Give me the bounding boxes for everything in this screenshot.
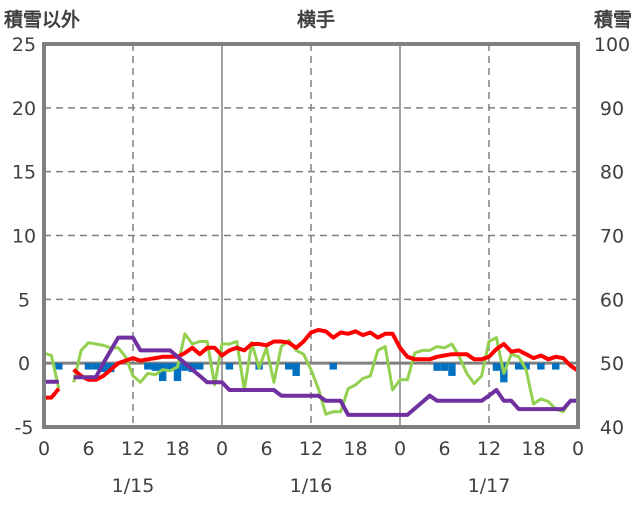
precip-bar: [448, 363, 456, 376]
precip-bar: [492, 363, 501, 371]
y-tick-right: 50: [600, 353, 624, 375]
precip-bar: [514, 363, 523, 370]
precip-bar: [522, 363, 530, 370]
plot-frame: [42, 42, 580, 429]
right-axis-title: 積雪: [594, 8, 632, 31]
y-tick-right: 60: [600, 289, 624, 311]
y-tick-left: 0: [18, 353, 30, 375]
precip-bar: [92, 363, 100, 370]
x-tick: 6: [260, 438, 272, 460]
green-series-line: [43, 332, 578, 416]
date-label: 1/17: [468, 475, 511, 497]
precip-bar: [173, 363, 182, 382]
x-tick: 0: [38, 438, 50, 460]
precip-bar: [196, 363, 204, 370]
precip-bar: [55, 363, 63, 370]
precip-bar: [433, 363, 441, 371]
precip-bar: [285, 363, 293, 370]
x-tick: 12: [299, 438, 323, 460]
x-tick: 18: [165, 438, 189, 460]
precip-bar: [552, 363, 560, 370]
y-tick-left: 20: [12, 98, 36, 120]
x-tick: 18: [521, 438, 545, 460]
y-tick-left: 5: [18, 289, 30, 311]
precip-bar: [440, 363, 449, 371]
y-tick-left: -5: [15, 417, 34, 439]
x-tick: 6: [82, 438, 94, 460]
y-tick-right: 80: [600, 162, 624, 184]
x-tick: 0: [572, 438, 584, 460]
y-tick-right: 100: [594, 34, 630, 56]
x-tick: 0: [394, 438, 406, 460]
precip-bar: [144, 363, 152, 370]
y-tick-right: 40: [600, 417, 624, 439]
snow-series-line: [44, 335, 578, 417]
x-tick: 0: [216, 438, 228, 460]
precip-bar: [181, 363, 189, 371]
x-tick: 12: [121, 438, 145, 460]
precip-bar: [158, 363, 167, 382]
chart-title: 横手: [297, 8, 335, 31]
x-tick: 6: [438, 438, 450, 460]
date-label: 1/15: [112, 475, 155, 497]
y-tick-left: 25: [12, 34, 36, 56]
precip-bar: [292, 363, 300, 376]
y-tick-right: 90: [600, 98, 624, 120]
precip-bar: [537, 363, 545, 370]
left-axis-title: 積雪以外: [4, 8, 80, 31]
y-tick-right: 70: [600, 226, 624, 248]
precip-bar: [99, 363, 108, 373]
precip-bar: [84, 363, 93, 370]
precip-bar: [329, 363, 337, 370]
y-tick-left: 10: [12, 226, 36, 248]
precip-bar: [151, 363, 159, 371]
precip-bar: [225, 363, 234, 370]
y-tick-left: 15: [12, 162, 36, 184]
x-tick: 12: [477, 438, 501, 460]
temp-series-line: [44, 328, 580, 400]
date-label: 1/16: [290, 475, 333, 497]
precip-bar: [166, 363, 174, 371]
x-tick: 18: [343, 438, 367, 460]
